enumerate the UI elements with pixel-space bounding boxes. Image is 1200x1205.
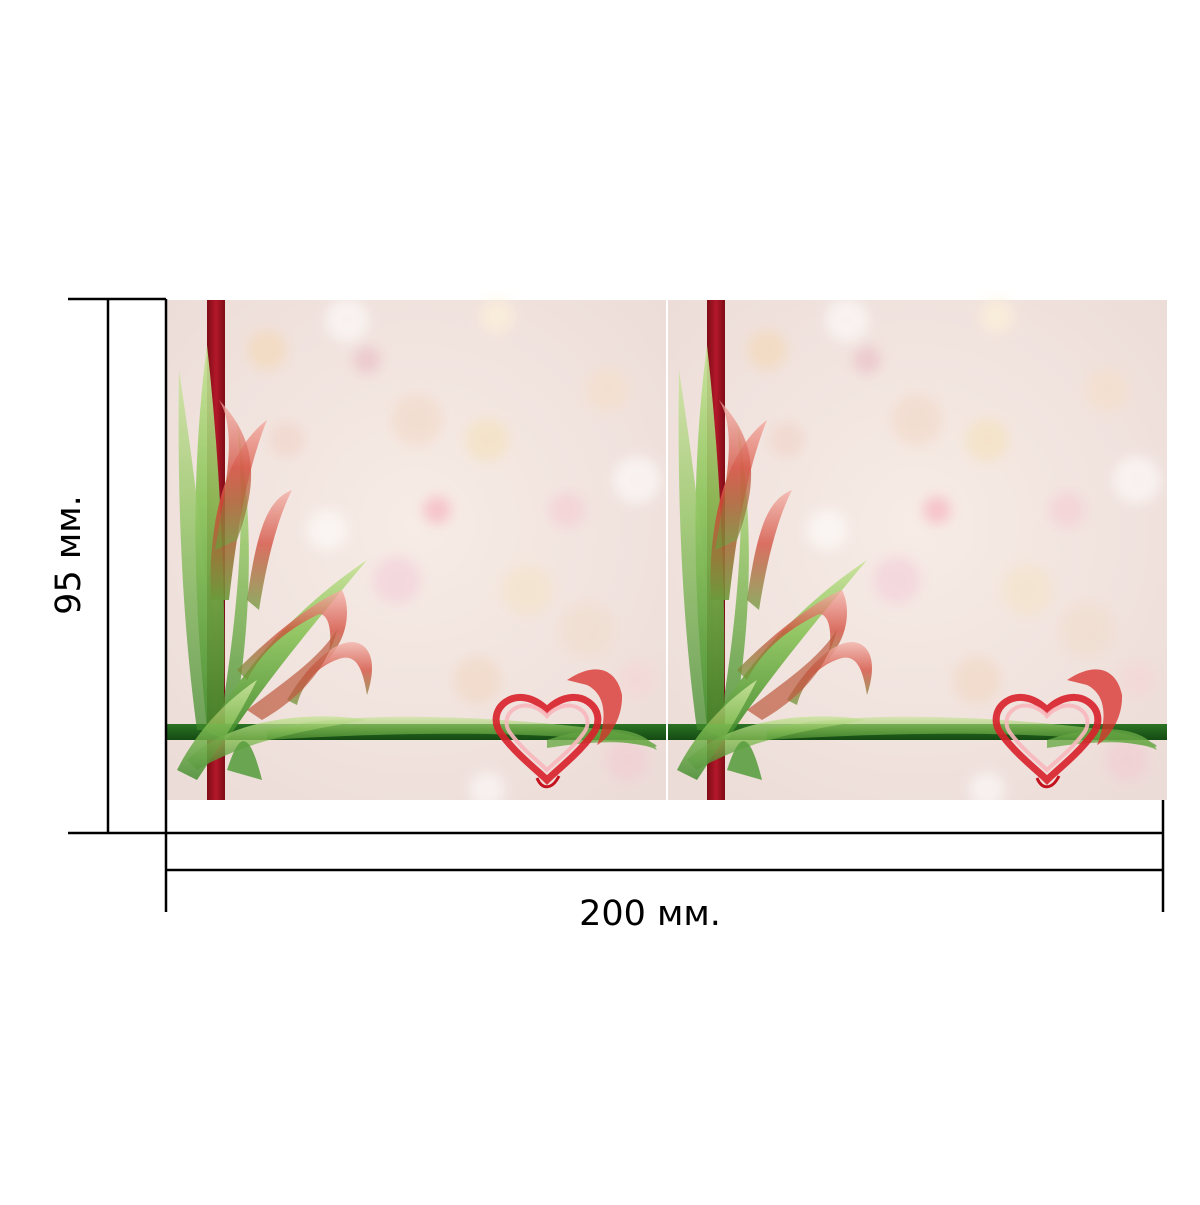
width-label: 200 мм. <box>579 894 721 934</box>
height-label: 95 мм. <box>49 495 89 615</box>
panel-right <box>667 298 1167 808</box>
panel-left <box>167 298 667 808</box>
width-dimension <box>164 800 1165 912</box>
height-dimension <box>68 297 168 835</box>
